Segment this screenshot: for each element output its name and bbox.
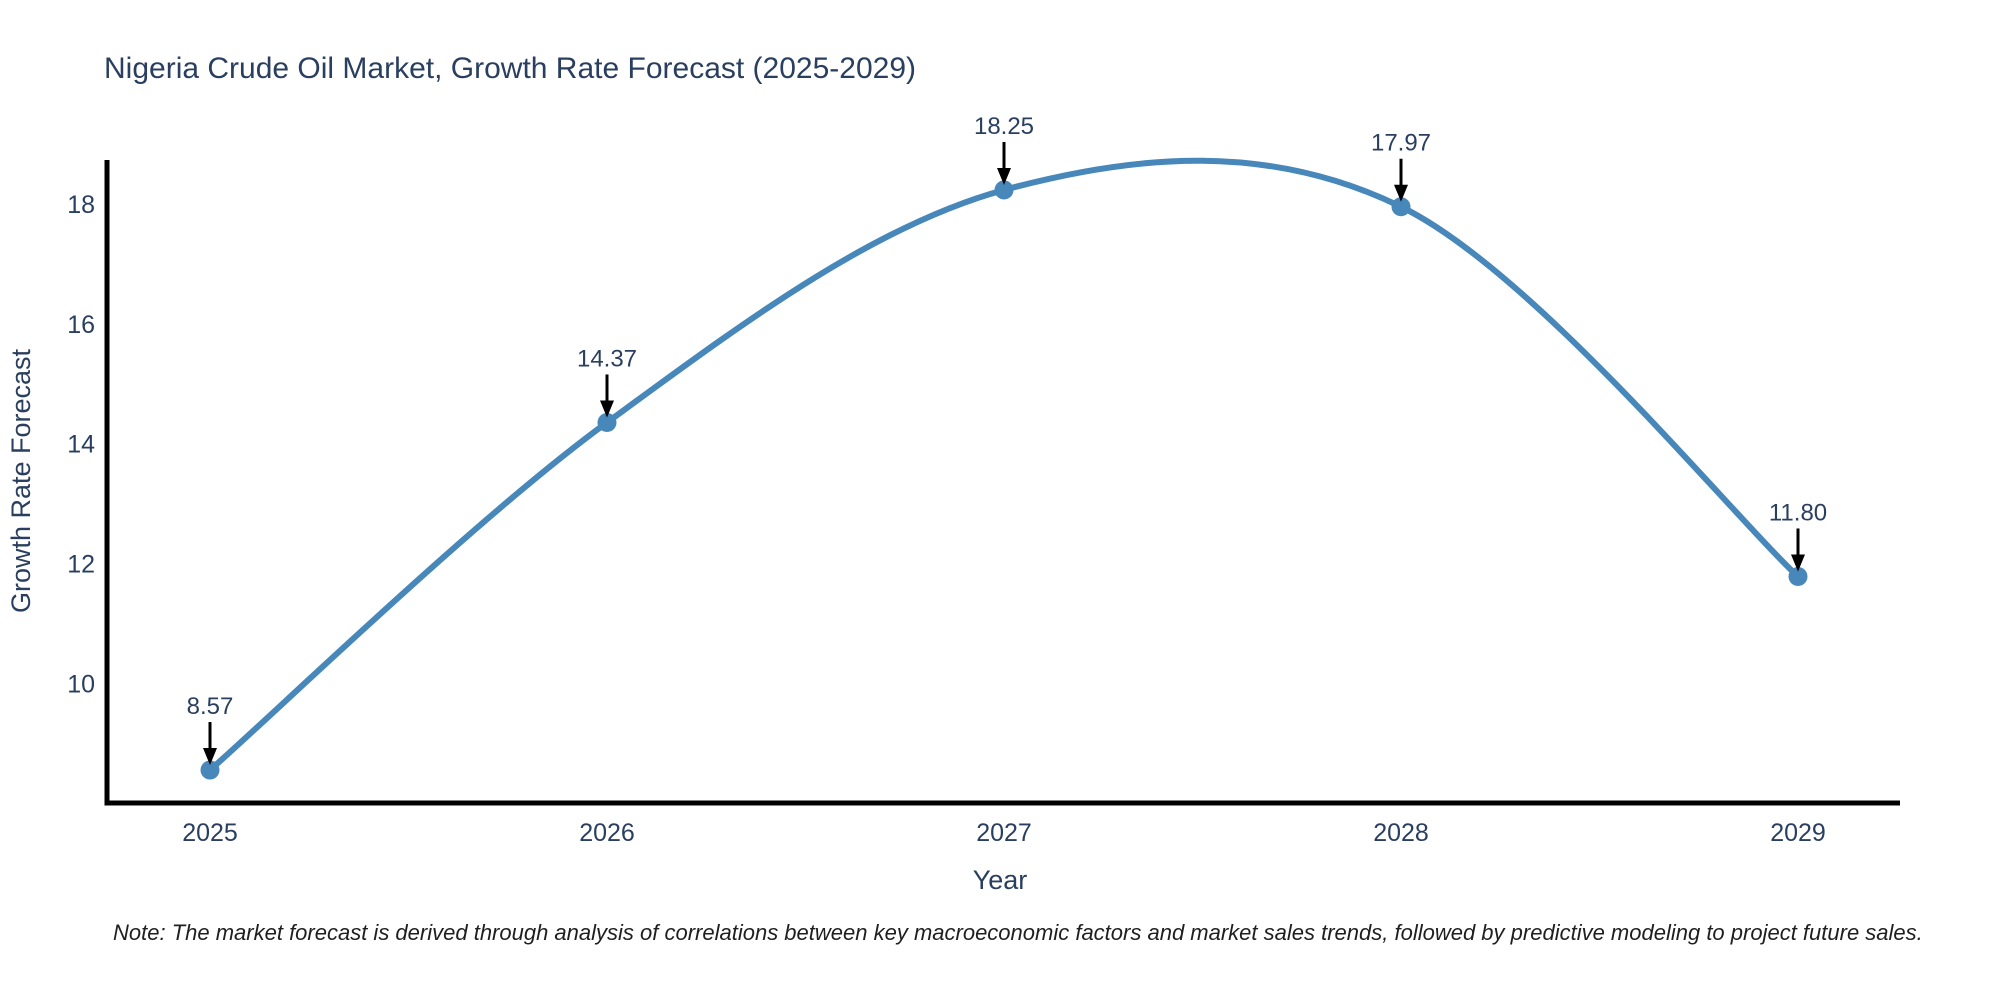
- y-axis-tick-labels: 10 12 14 16 18: [67, 191, 95, 698]
- point-value-label: 8.57: [187, 693, 234, 720]
- point-value-label: 17.97: [1371, 130, 1431, 157]
- y-tick-label: 16: [67, 311, 95, 339]
- x-tick-label: 2029: [1770, 819, 1826, 847]
- footnote: Note: The market forecast is derived thr…: [113, 920, 1923, 945]
- y-tick-label: 10: [67, 670, 95, 698]
- data-point-marker: [994, 180, 1014, 200]
- chart-title: Nigeria Crude Oil Market, Growth Rate Fo…: [104, 52, 916, 85]
- point-value-label: 11.80: [1769, 499, 1827, 526]
- data-point-marker: [597, 412, 617, 432]
- point-value-label: 14.37: [577, 345, 637, 372]
- y-axis-title: Growth Rate Forecast: [6, 348, 36, 613]
- x-axis-title: Year: [973, 865, 1028, 895]
- arrow-down-icon: [600, 400, 614, 418]
- x-tick-label: 2026: [579, 819, 635, 847]
- x-tick-label: 2027: [976, 819, 1032, 847]
- x-axis-tick-labels: 2025 2026 2027 2028 2029: [182, 819, 1826, 847]
- point-value-label: 18.25: [974, 113, 1034, 140]
- data-point-marker: [1788, 566, 1808, 586]
- arrow-down-icon: [1394, 184, 1408, 202]
- x-tick-label: 2025: [182, 819, 238, 847]
- y-tick-label: 12: [67, 550, 95, 578]
- x-tick-label: 2028: [1373, 819, 1429, 847]
- series-line-path: [207, 157, 1801, 774]
- arrow-down-icon: [1791, 554, 1805, 572]
- data-point-marker: [200, 760, 220, 780]
- arrow-down-icon: [997, 167, 1011, 185]
- data-point-marker: [1391, 197, 1411, 217]
- forecast-series: [200, 157, 1808, 780]
- y-tick-label: 14: [67, 431, 95, 459]
- y-tick-label: 18: [67, 191, 95, 219]
- arrow-down-icon: [203, 748, 217, 766]
- point-annotations: 8.57 14.37 18.25 17.97 11.80: [187, 113, 1827, 766]
